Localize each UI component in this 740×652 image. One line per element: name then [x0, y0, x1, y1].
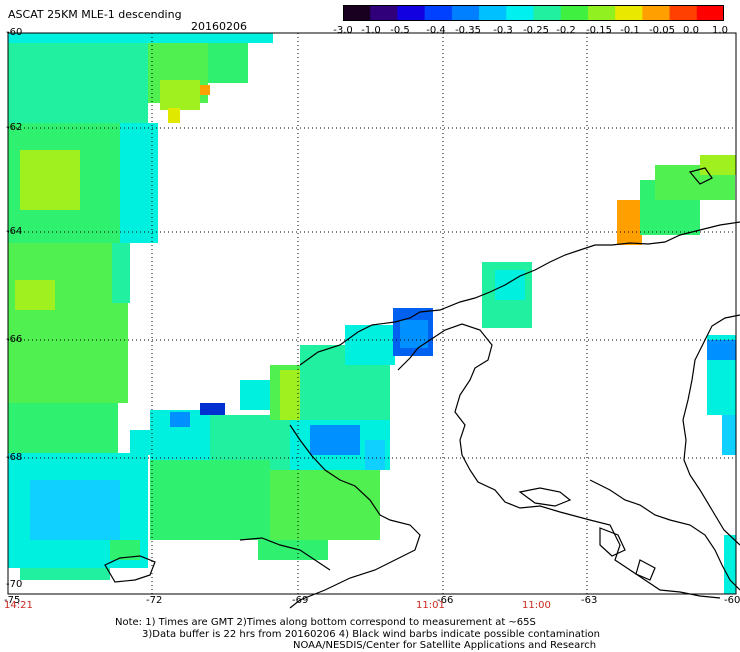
note-line-1: Note: 1) Times are GMT 2)Times along bot… [115, 617, 536, 628]
colorbar-tick-label: -0.4 [426, 25, 446, 36]
swath-cell [345, 325, 395, 365]
swath-cell [722, 415, 736, 455]
coast-left-bottom [104, 555, 156, 583]
colorbar-segment [343, 5, 371, 21]
time-label: 11:01 [416, 600, 445, 611]
colorbar-tick-label: -0.35 [455, 25, 481, 36]
swath-cell [200, 403, 225, 415]
swath-cell [617, 200, 642, 245]
product-date: 20160206 [191, 20, 247, 33]
colorbar-segment [506, 5, 534, 21]
latitude-label: -70 [6, 579, 23, 590]
swath-cell [130, 430, 150, 455]
longitude-label: -69 [292, 595, 309, 606]
swath-cell [724, 535, 736, 594]
colorbar-tick-label: -0.2 [556, 25, 576, 36]
scatterometer-swath [8, 33, 736, 594]
island-1 [518, 487, 572, 507]
colorbar-segment [615, 5, 643, 21]
colorbar-tick-label: 0.0 [683, 25, 699, 36]
swath-cell [200, 85, 210, 95]
colorbar-segment [370, 5, 398, 21]
colorbar-tick-label: -0.3 [493, 25, 513, 36]
colorbar-segment [587, 5, 616, 21]
island-2 [599, 527, 626, 557]
colorbar-segment [696, 5, 724, 21]
swath-cell [170, 412, 190, 427]
credit-line: NOAA/NESDIS/Center for Satellite Applica… [293, 640, 597, 651]
coastline-inner [397, 323, 721, 599]
coast-mid [239, 537, 331, 571]
colorbar-segment [560, 5, 589, 21]
longitude-label: -63 [581, 595, 598, 606]
swath-cell [150, 460, 270, 540]
swath-cell [30, 480, 120, 540]
colorbar-segment [642, 5, 671, 21]
swath-cell [110, 540, 140, 560]
time-label: 14:21 [4, 600, 33, 611]
swath-cell [8, 43, 148, 123]
colorbar-tick-label: -0.05 [649, 25, 675, 36]
colorbar-tick-label: -0.1 [620, 25, 640, 36]
colorbar-tick-label: -1.0 [361, 25, 381, 36]
longitude-label: -72 [146, 595, 163, 606]
swath-cell [310, 425, 360, 455]
latitude-label: -66 [6, 334, 23, 345]
colorbar [343, 5, 724, 21]
swath-cell [160, 80, 200, 110]
colorbar-segment [424, 5, 453, 21]
latitude-label: -62 [6, 122, 23, 133]
swath-cell [168, 108, 180, 123]
coastline-south [289, 424, 421, 609]
note-line-2: 3)Data buffer is 22 hrs from 20160206 4)… [142, 629, 600, 640]
swath-cell [700, 155, 736, 175]
colorbar-segment [479, 5, 507, 21]
product-title: ASCAT 25KM MLE-1 descending [8, 8, 182, 21]
swath-cell [365, 440, 385, 470]
coastline-east [682, 314, 740, 546]
swath-cell [112, 243, 130, 303]
swath-cell [495, 270, 525, 300]
swath-cell [240, 380, 270, 410]
swath-cell [20, 150, 80, 210]
colorbar-segment [533, 5, 562, 21]
coastline-bay [589, 479, 740, 591]
colorbar-tick-label: -3.0 [333, 25, 353, 36]
swath-cell [400, 320, 428, 348]
swath-cell [208, 43, 248, 83]
graticule [8, 33, 736, 594]
swath-cell [8, 33, 273, 43]
longitude-label: -75 [4, 595, 21, 606]
colorbar-segment [397, 5, 426, 21]
colorbar-tick-label: -0.25 [523, 25, 549, 36]
longitude-label: -60 [724, 595, 740, 606]
colorbar-tick-label: 1.0 [712, 25, 728, 36]
latitude-label: -60 [6, 27, 23, 38]
swath-cell [8, 243, 128, 403]
swath-cell [20, 568, 110, 580]
swath-cell [120, 123, 158, 243]
coastline-main [299, 221, 740, 366]
colorbar-tick-label: -0.5 [390, 25, 410, 36]
island-4 [688, 167, 713, 185]
swath-cell [270, 470, 380, 540]
map-frame [7, 32, 737, 595]
swath-cell [15, 280, 55, 310]
latitude-label: -68 [6, 452, 23, 463]
time-label: 11:00 [522, 600, 551, 611]
latitude-label: -64 [6, 226, 23, 237]
swath-cell [8, 403, 118, 453]
swath-cell [707, 340, 736, 360]
longitude-label: -66 [437, 595, 454, 606]
colorbar-segment [669, 5, 698, 21]
colorbar-tick-label: -0.15 [586, 25, 612, 36]
coastline [104, 167, 740, 609]
island-3 [635, 559, 656, 581]
colorbar-segment [451, 5, 480, 21]
swath-cell [258, 540, 328, 560]
